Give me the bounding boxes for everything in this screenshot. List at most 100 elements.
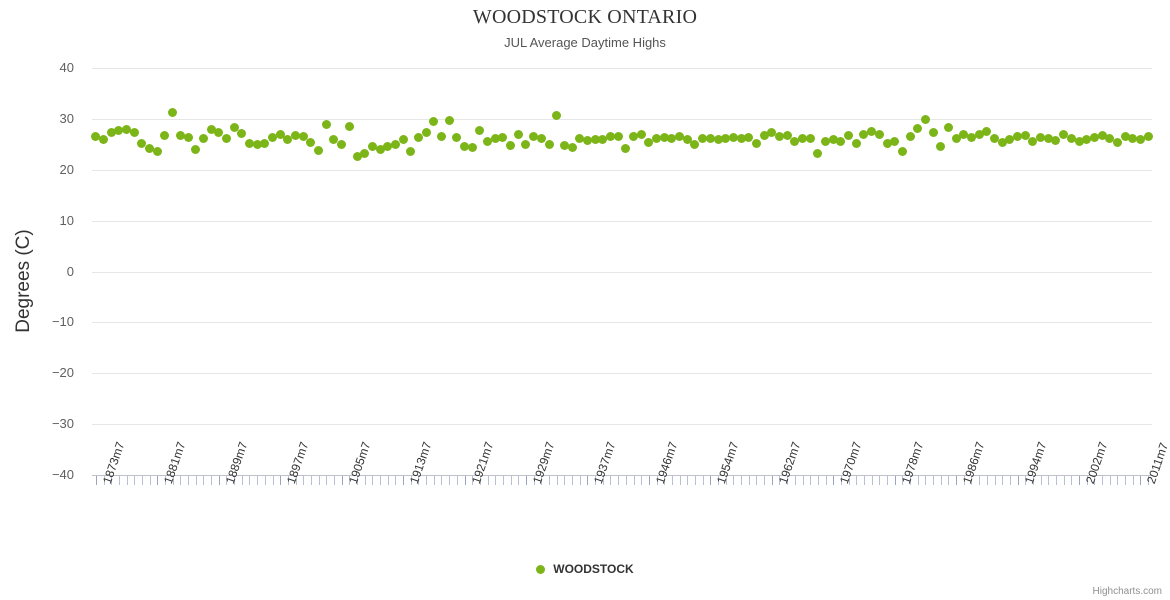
data-point[interactable] — [529, 132, 539, 142]
data-point[interactable] — [629, 131, 639, 141]
data-point[interactable] — [413, 133, 423, 143]
data-point[interactable] — [183, 133, 193, 143]
data-point[interactable] — [298, 131, 308, 141]
data-point[interactable] — [229, 122, 239, 132]
data-point[interactable] — [483, 137, 493, 147]
data-point[interactable] — [506, 140, 516, 150]
data-point[interactable] — [844, 131, 854, 141]
data-point[interactable] — [1051, 135, 1061, 145]
data-point[interactable] — [314, 146, 324, 156]
data-point[interactable] — [321, 119, 331, 129]
data-point[interactable] — [1005, 134, 1015, 144]
data-point[interactable] — [667, 133, 677, 143]
data-point[interactable] — [966, 132, 976, 142]
data-point[interactable] — [536, 134, 546, 144]
data-point[interactable] — [982, 126, 992, 136]
data-point[interactable] — [782, 130, 792, 140]
data-point[interactable] — [698, 133, 708, 143]
data-point[interactable] — [1074, 136, 1084, 146]
data-point[interactable] — [859, 129, 869, 139]
data-point[interactable] — [291, 130, 301, 140]
data-point[interactable] — [390, 140, 400, 150]
data-point[interactable] — [751, 139, 761, 149]
data-point[interactable] — [1143, 132, 1153, 142]
data-point[interactable] — [774, 131, 784, 141]
data-point[interactable] — [882, 138, 892, 148]
data-point[interactable] — [252, 139, 262, 149]
data-point[interactable] — [306, 138, 316, 148]
data-point[interactable] — [268, 133, 277, 143]
data-point[interactable] — [652, 133, 662, 143]
data-point[interactable] — [813, 149, 823, 159]
data-point[interactable] — [913, 124, 923, 134]
data-point[interactable] — [675, 132, 685, 142]
data-point[interactable] — [1082, 134, 1092, 144]
data-point[interactable] — [552, 110, 562, 120]
data-point[interactable] — [406, 146, 416, 156]
data-point[interactable] — [260, 139, 270, 149]
data-point[interactable] — [1097, 130, 1107, 140]
data-point[interactable] — [890, 136, 900, 146]
data-point[interactable] — [575, 133, 585, 143]
data-point[interactable] — [367, 142, 377, 152]
data-point[interactable] — [137, 139, 147, 149]
data-point[interactable] — [375, 144, 385, 154]
data-point[interactable] — [621, 143, 631, 153]
data-point[interactable] — [713, 134, 723, 144]
data-point[interactable] — [122, 125, 132, 135]
data-point[interactable] — [644, 138, 654, 148]
data-point[interactable] — [590, 134, 600, 144]
legend-item-woodstock[interactable]: WOODSTOCK — [553, 562, 634, 576]
data-point[interactable] — [928, 128, 938, 138]
data-point[interactable] — [736, 134, 746, 144]
data-point[interactable] — [559, 141, 569, 151]
data-point[interactable] — [1066, 133, 1076, 143]
data-point[interactable] — [974, 129, 984, 139]
data-point[interactable] — [99, 134, 109, 144]
data-point[interactable] — [943, 122, 953, 132]
data-point[interactable] — [145, 144, 155, 154]
data-point[interactable] — [129, 128, 139, 138]
data-point[interactable] — [1059, 130, 1069, 140]
data-point[interactable] — [329, 134, 339, 144]
data-point[interactable] — [721, 133, 731, 143]
data-point[interactable] — [467, 142, 477, 152]
data-point[interactable] — [398, 134, 408, 144]
data-point[interactable] — [728, 133, 738, 143]
data-point[interactable] — [744, 133, 754, 143]
highcharts-credit[interactable]: Highcharts.com — [1092, 586, 1162, 597]
data-point[interactable] — [275, 130, 285, 140]
data-point[interactable] — [206, 125, 216, 135]
data-point[interactable] — [867, 127, 877, 137]
data-point[interactable] — [659, 132, 669, 142]
data-point[interactable] — [1105, 134, 1115, 144]
data-point[interactable] — [191, 144, 201, 154]
data-point[interactable] — [214, 127, 224, 137]
data-point[interactable] — [1135, 135, 1145, 145]
data-point[interactable] — [767, 127, 777, 137]
data-point[interactable] — [175, 130, 185, 140]
data-point[interactable] — [1028, 137, 1038, 147]
data-point[interactable] — [283, 135, 293, 145]
data-point[interactable] — [790, 137, 800, 147]
data-point[interactable] — [544, 139, 554, 149]
data-point[interactable] — [160, 131, 170, 141]
data-point[interactable] — [851, 139, 861, 149]
data-point[interactable] — [805, 134, 815, 144]
data-point[interactable] — [1128, 133, 1138, 143]
data-point[interactable] — [244, 138, 254, 148]
data-point[interactable] — [1089, 132, 1099, 142]
data-point[interactable] — [990, 133, 1000, 143]
data-point[interactable] — [1112, 137, 1122, 147]
data-point[interactable] — [436, 132, 446, 142]
data-point[interactable] — [705, 134, 715, 144]
data-point[interactable] — [452, 133, 462, 143]
data-point[interactable] — [1020, 130, 1030, 140]
data-point[interactable] — [905, 132, 915, 142]
data-point[interactable] — [567, 143, 577, 153]
data-point[interactable] — [237, 129, 247, 139]
data-point[interactable] — [682, 135, 692, 145]
data-point[interactable] — [605, 131, 615, 141]
data-point[interactable] — [337, 140, 347, 150]
data-point[interactable] — [168, 108, 178, 118]
